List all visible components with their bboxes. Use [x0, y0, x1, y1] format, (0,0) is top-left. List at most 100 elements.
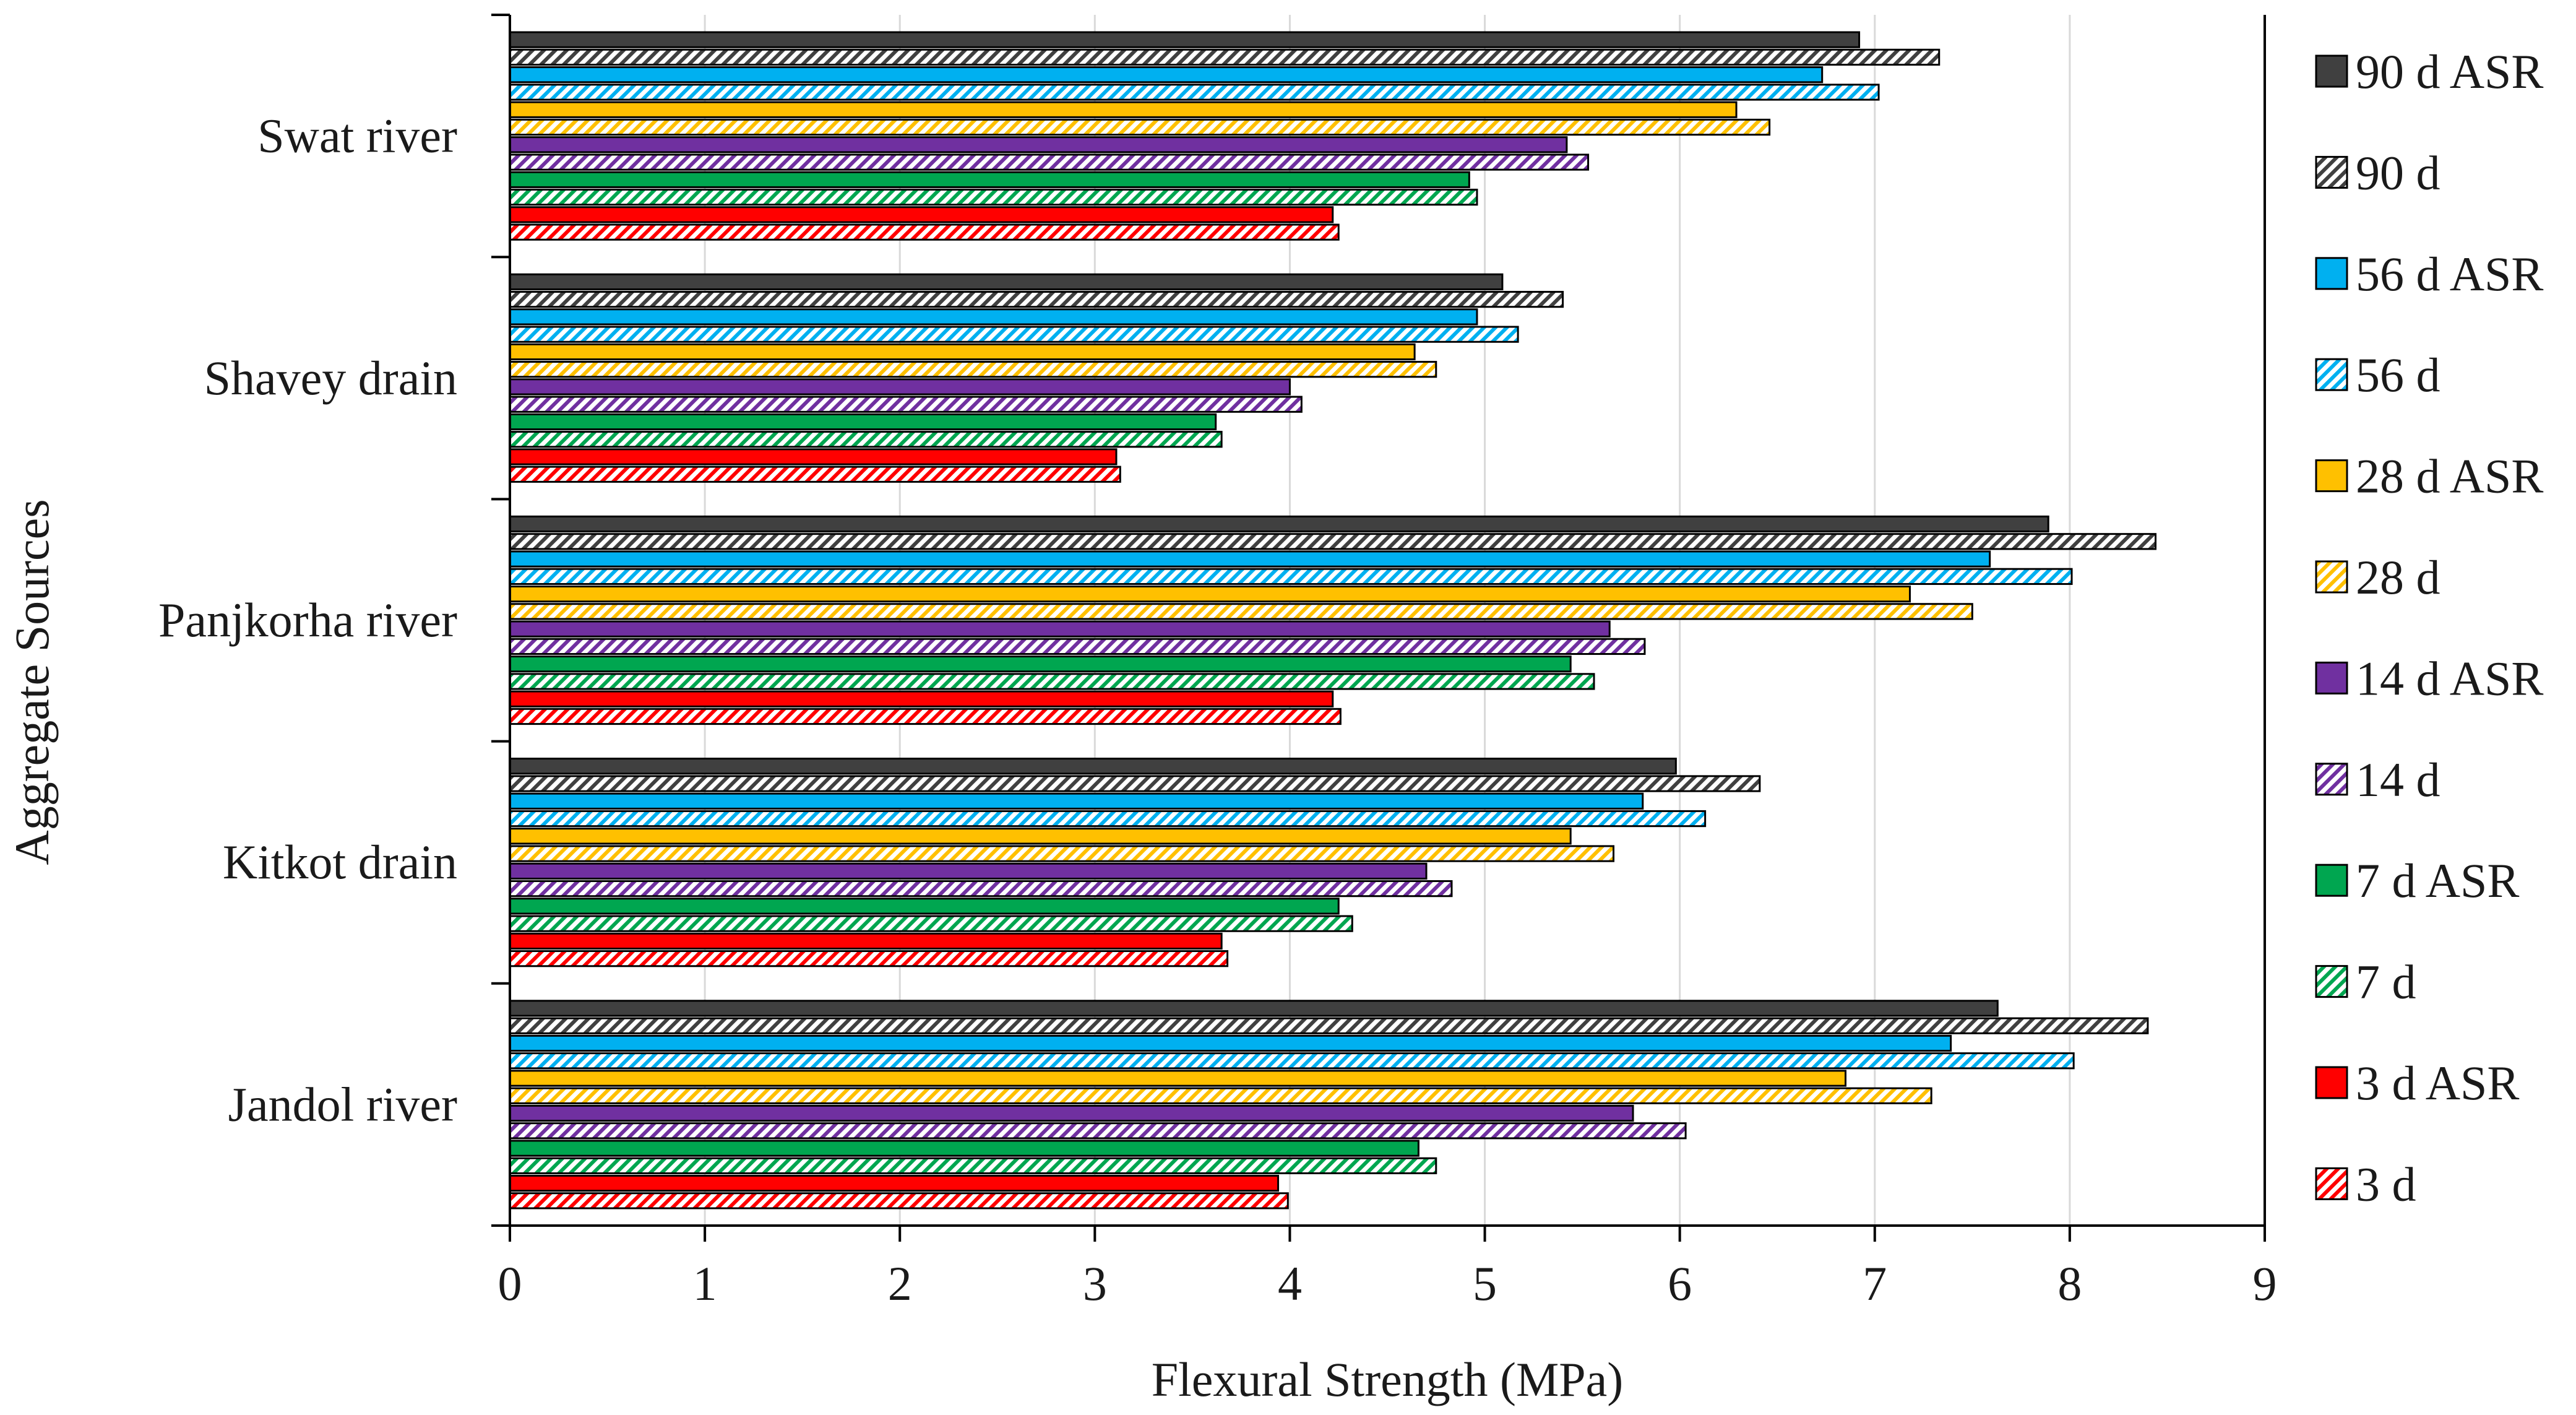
- x-tick-label-3: 3: [1083, 1257, 1107, 1310]
- bar-swat-river-56-d: [509, 84, 1880, 101]
- bar-panjkorha-river-3-d-asr: [509, 690, 1334, 708]
- bar-kitkot-drain-28-d-asr: [509, 828, 1572, 845]
- bar-shavey-drain-14-d-asr: [509, 378, 1291, 396]
- legend-label: 90 d: [2356, 145, 2440, 199]
- bar-shavey-drain-56-d: [509, 326, 1519, 343]
- legend-label: 14 d: [2356, 753, 2440, 807]
- legend-item-7-d: 7 d: [2315, 955, 2416, 1009]
- legend-item-56-d: 56 d: [2315, 348, 2440, 402]
- bar-panjkorha-river-90-d: [509, 533, 2157, 550]
- bar-group-shavey-drain: [509, 273, 1564, 483]
- legend-item-14-d-asr: 14 d ASR: [2315, 651, 2543, 705]
- bar-swat-river-90-d-asr: [509, 31, 1861, 48]
- bar-kitkot-drain-14-d: [509, 880, 1453, 898]
- bar-kitkot-drain-56-d-asr: [509, 792, 1644, 810]
- legend-swatch: [2315, 965, 2348, 998]
- bar-kitkot-drain-3-d-asr: [509, 932, 1223, 950]
- bar-swat-river-90-d: [509, 48, 1941, 66]
- bar-kitkot-drain-90-d: [509, 775, 1761, 792]
- bar-panjkorha-river-56-d: [509, 568, 2073, 585]
- legend-swatch: [2315, 560, 2348, 594]
- legend-item-56-d-asr: 56 d ASR: [2315, 247, 2543, 301]
- y-tick-label-jandol-river: Jandol river: [228, 1077, 457, 1131]
- bar-jandol-river-14-d: [509, 1122, 1687, 1140]
- legend-item-3-d-asr: 3 d ASR: [2315, 1056, 2519, 1110]
- bar-swat-river-28-d-asr: [509, 101, 1738, 118]
- legend-label: 14 d ASR: [2356, 651, 2543, 705]
- legend: 90 d ASR 90 d 56 d ASR 56 d 28 d ASR 28 d 14 d…: [2315, 45, 2543, 1211]
- x-tick-label-5: 5: [1473, 1257, 1497, 1310]
- y-tick-label-shavey-drain: Shavey drain: [204, 351, 457, 405]
- x-tick-label-8: 8: [2057, 1257, 2082, 1310]
- bar-shavey-drain-90-d: [509, 290, 1564, 308]
- bar-panjkorha-river-14-d-asr: [509, 620, 1611, 638]
- bar-shavey-drain-14-d: [509, 396, 1303, 413]
- legend-label: 3 d ASR: [2356, 1056, 2519, 1110]
- legend-label: 56 d: [2356, 348, 2440, 402]
- bar-kitkot-drain-28-d: [509, 845, 1615, 862]
- legend-swatch: [2315, 863, 2348, 897]
- legend-swatch: [2315, 257, 2348, 290]
- x-tick-label-6: 6: [1668, 1257, 1692, 1310]
- legend-item-7-d-asr: 7 d ASR: [2315, 854, 2519, 907]
- legend-swatch: [2315, 661, 2348, 695]
- bar-swat-river-28-d: [509, 118, 1771, 136]
- legend-label: 28 d ASR: [2356, 449, 2543, 503]
- bar-shavey-drain-7-d: [509, 431, 1223, 448]
- bar-shavey-drain-3-d-asr: [509, 448, 1118, 465]
- bar-swat-river-14-d-asr: [509, 136, 1568, 154]
- bar-jandol-river-3-d: [509, 1192, 1289, 1209]
- x-axis-title: Flexural Strength (MPa): [1152, 1352, 1624, 1406]
- bar-shavey-drain-28-d-asr: [509, 343, 1416, 361]
- bar-shavey-drain-3-d: [509, 465, 1121, 483]
- bar-group-jandol-river: [509, 1000, 2149, 1209]
- legend-label: 28 d: [2356, 550, 2440, 604]
- bar-panjkorha-river-28-d: [509, 603, 1973, 620]
- y-tick-label-swat-river: Swat river: [257, 109, 457, 163]
- y-tick-label-panjkorha-river: Panjkorha river: [158, 593, 457, 647]
- legend-item-3-d: 3 d: [2315, 1157, 2416, 1211]
- x-tick-label-2: 2: [888, 1257, 912, 1310]
- y-tick-label-kitkot-drain: Kitkot drain: [223, 835, 457, 889]
- bar-kitkot-drain-56-d: [509, 810, 1707, 828]
- bar-kitkot-drain-7-d-asr: [509, 898, 1340, 915]
- legend-item-28-d: 28 d: [2315, 550, 2440, 604]
- legend-swatch: [2315, 358, 2348, 391]
- x-tick-label-1: 1: [693, 1257, 717, 1310]
- bar-panjkorha-river-3-d: [509, 708, 1342, 725]
- bar-group-kitkot-drain: [509, 758, 1761, 967]
- bar-jandol-river-7-d: [509, 1157, 1437, 1174]
- bar-shavey-drain-28-d: [509, 361, 1437, 378]
- legend-label: 7 d ASR: [2356, 854, 2519, 907]
- bar-jandol-river-56-d-asr: [509, 1034, 1952, 1052]
- bar-kitkot-drain-14-d-asr: [509, 862, 1428, 880]
- bar-group-swat-river: [509, 31, 1941, 241]
- x-tick-label-0: 0: [498, 1257, 522, 1310]
- x-tick-label-7: 7: [1863, 1257, 1887, 1310]
- legend-swatch: [2315, 763, 2348, 796]
- bar-swat-river-3-d: [509, 223, 1340, 241]
- bar-panjkorha-river-7-d: [509, 673, 1595, 690]
- legend-swatch: [2315, 54, 2348, 88]
- legend-swatch: [2315, 459, 2348, 493]
- axes: Swat river Shavey drain Panjkorha river Kit…: [158, 14, 2277, 1310]
- bar-jandol-river-7-d-asr: [509, 1140, 1419, 1157]
- bar-swat-river-7-d: [509, 188, 1478, 206]
- legend-item-14-d: 14 d: [2315, 753, 2440, 807]
- bar-panjkorha-river-7-d-asr: [509, 656, 1572, 673]
- bars: [509, 31, 2157, 1209]
- bar-panjkorha-river-90-d-asr: [509, 515, 2049, 533]
- bar-jandol-river-14-d-asr: [509, 1104, 1634, 1122]
- bar-shavey-drain-90-d-asr: [509, 273, 1504, 290]
- bar-panjkorha-river-14-d: [509, 638, 1646, 656]
- legend-label: 3 d: [2356, 1157, 2416, 1211]
- bar-swat-river-56-d-asr: [509, 66, 1824, 84]
- legend-swatch: [2315, 1066, 2348, 1099]
- x-tick-label-4: 4: [1278, 1257, 1302, 1310]
- legend-swatch: [2315, 1167, 2348, 1200]
- bar-jandol-river-3-d-asr: [509, 1174, 1280, 1192]
- bar-kitkot-drain-90-d-asr: [509, 758, 1677, 775]
- bar-jandol-river-28-d-asr: [509, 1070, 1847, 1087]
